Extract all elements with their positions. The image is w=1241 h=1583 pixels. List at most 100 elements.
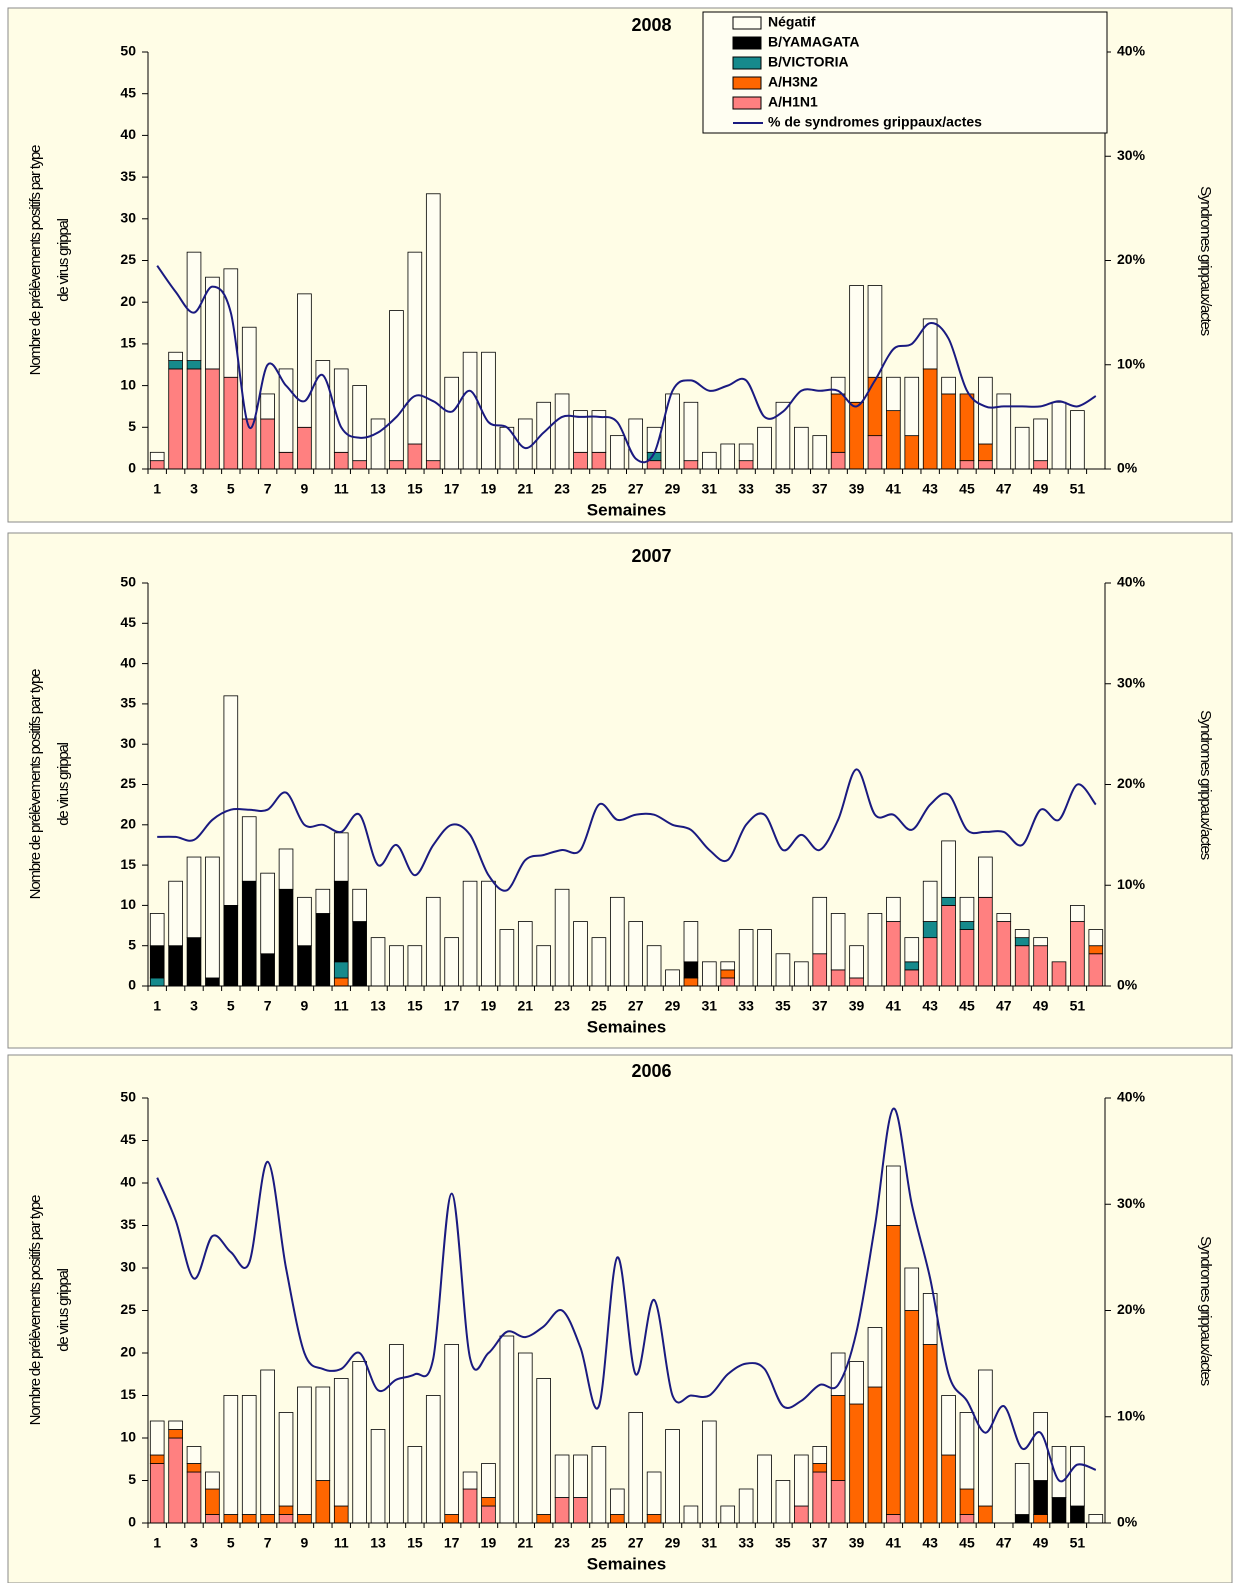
bar-segment	[959, 1412, 975, 1490]
y-tick-label: 40	[120, 654, 136, 670]
bar-segment	[867, 913, 883, 987]
bar-segment	[609, 1488, 625, 1515]
bar-segment	[1033, 945, 1048, 987]
x-tick-label: 7	[264, 481, 272, 497]
bar-segment	[536, 1378, 551, 1515]
bar-segment	[591, 937, 607, 987]
bar-segment	[333, 368, 349, 453]
bar-segment	[407, 945, 423, 987]
x-tick-label: 15	[407, 481, 423, 497]
bar-segment	[315, 1480, 331, 1524]
bar-segment	[352, 460, 367, 470]
bar-segment	[168, 1420, 183, 1430]
bar-segment	[1033, 937, 1048, 947]
bar-segment	[186, 856, 202, 939]
bar-segment	[830, 393, 846, 453]
x-tick-label: 51	[1070, 481, 1086, 497]
bar-segment	[683, 460, 699, 470]
x-tick-label: 23	[554, 481, 570, 497]
bar-segment	[812, 1463, 828, 1473]
y-tick-label: 20	[120, 1344, 136, 1360]
bar-segment	[1051, 1446, 1067, 1498]
bar-segment	[315, 888, 331, 914]
bar-segment	[573, 921, 588, 987]
bar-segment	[683, 977, 699, 987]
y2-tick-label: 20%	[1117, 251, 1146, 267]
bar-segment	[352, 888, 367, 922]
bar-segment	[867, 1386, 883, 1524]
bar-segment	[794, 426, 809, 470]
y-tick-label: 50	[120, 43, 136, 59]
bar-segment	[536, 1514, 551, 1524]
bar-segment	[683, 921, 699, 963]
bar-segment	[812, 435, 828, 470]
bar-segment	[370, 418, 386, 470]
bar-segment	[389, 460, 404, 470]
y-axis-label: Nombre de prélèvements positifs par type	[27, 669, 44, 899]
bar-segment	[278, 368, 294, 453]
bar-segment	[333, 1505, 349, 1524]
bar-segment	[646, 1471, 662, 1515]
bar-segment	[168, 1429, 183, 1439]
bar-segment	[149, 1454, 165, 1464]
bar-segment	[922, 921, 938, 939]
x-tick-label: 23	[554, 1535, 570, 1551]
x-tick-label: 19	[481, 1535, 497, 1551]
y2-axis-label: Syndromes grippaux/actes	[1197, 710, 1214, 859]
x-tick-label: 17	[444, 481, 460, 497]
x-tick-label: 27	[628, 1535, 644, 1551]
y-tick-label: 25	[120, 251, 136, 267]
bar-segment	[168, 360, 183, 370]
bar-segment	[812, 953, 828, 987]
bar-segment	[536, 401, 551, 470]
bar-segment	[389, 1344, 404, 1524]
bar-segment	[278, 1412, 294, 1507]
bar-segment	[1070, 410, 1085, 470]
bar-segment	[481, 351, 496, 470]
x-tick-label: 21	[517, 1535, 533, 1551]
bar-segment	[260, 1369, 275, 1515]
x-tick-label: 15	[407, 998, 423, 1014]
y2-tick-label: 0%	[1117, 1514, 1138, 1530]
bar-segment	[867, 1327, 883, 1388]
y2-tick-label: 30%	[1117, 147, 1146, 163]
bar-segment	[922, 318, 938, 370]
bar-segment	[168, 880, 183, 947]
bar-segment	[720, 969, 736, 979]
bar-segment	[609, 896, 625, 987]
bar-segment	[260, 418, 275, 470]
bar-segment	[205, 276, 220, 370]
bar-segment	[186, 937, 202, 987]
x-tick-label: 39	[849, 481, 865, 497]
legend-label: Négatif	[768, 14, 816, 30]
bar-segment	[886, 376, 901, 412]
y-tick-label: 15	[120, 1386, 136, 1402]
y2-axis-label: Syndromes grippaux/actes	[1197, 1236, 1214, 1385]
bar-segment	[867, 435, 883, 470]
bar-segment	[849, 285, 864, 403]
bar-segment	[297, 945, 312, 987]
x-tick-label: 9	[301, 481, 309, 497]
bar-segment	[978, 443, 993, 462]
x-tick-label: 7	[264, 1535, 272, 1551]
bar-segment	[1070, 1446, 1085, 1507]
y-tick-label: 0	[128, 1514, 136, 1530]
bar-segment	[462, 880, 478, 987]
bar-segment	[812, 1471, 828, 1524]
bar-segment	[665, 969, 680, 987]
bar-segment	[867, 376, 883, 437]
y-tick-label: 50	[120, 574, 136, 590]
bar-segment	[223, 905, 239, 987]
x-tick-label: 21	[517, 998, 533, 1014]
bar-segment	[481, 1505, 496, 1524]
bar-segment	[904, 961, 920, 971]
x-tick-label: 27	[628, 998, 644, 1014]
bar-segment	[720, 443, 736, 470]
bar-segment	[1014, 426, 1030, 470]
bar-segment	[904, 376, 920, 437]
bar-segment	[720, 977, 736, 987]
bar-segment	[941, 376, 956, 395]
bar-segment	[573, 1454, 588, 1498]
bar-segment	[591, 451, 607, 470]
y2-tick-label: 40%	[1117, 43, 1146, 59]
